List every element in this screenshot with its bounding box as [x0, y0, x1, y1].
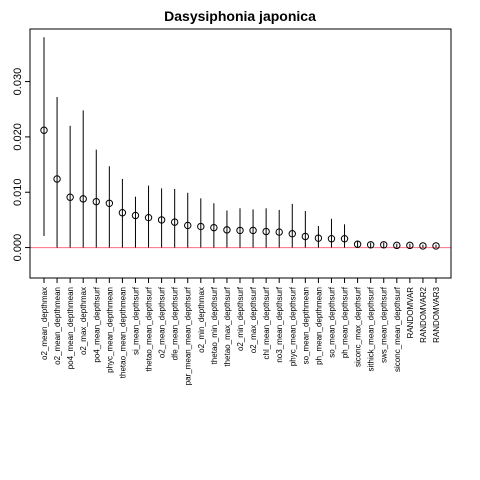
data-point	[184, 221, 192, 230]
x-tick-label: o2_min_depthsurf	[236, 286, 245, 351]
data-point	[66, 193, 74, 201]
data-point	[157, 216, 166, 224]
data-point	[131, 211, 140, 220]
x-tick-label: siconc_max_depthsurf	[354, 286, 363, 367]
x-tick-label: siconc_mean_depthsurf	[393, 286, 402, 372]
chart-title: Dasysiphonia japonica	[164, 8, 316, 24]
point-layer	[40, 126, 440, 250]
data-point	[79, 195, 87, 203]
x-tick-label: o2_mean_depthsurf	[158, 286, 167, 358]
data-point	[53, 175, 61, 183]
x-tick-label: so_mean_depthsurf	[327, 286, 336, 357]
x-tick-label: sithick_mean_depthsurf	[367, 286, 376, 371]
x-tick-label: po4_mean_depthsurf	[92, 286, 101, 362]
plot-frame	[29, 28, 452, 279]
data-point	[366, 241, 375, 249]
data-point	[380, 241, 388, 249]
x-tick-label: par_mean_mean_depthsurf	[184, 286, 193, 385]
x-tick-label: o2_mean_depthmean	[53, 287, 62, 365]
data-point	[288, 230, 296, 238]
x-tick-label: thetao_mean_depthsurf	[145, 286, 154, 371]
x-tick-label: thetao_min_depthsurf	[210, 286, 219, 364]
data-point	[275, 228, 283, 236]
data-point	[236, 226, 244, 235]
data-point	[432, 242, 440, 250]
x-tick-label: chl_mean_depthsurf	[262, 286, 271, 359]
x-tick-label: o2_max_depthsurf	[249, 286, 258, 353]
data-point	[40, 126, 48, 134]
x-tick-label: thetao_mean_depthmean	[118, 287, 127, 378]
x-tick-label: ph_mean_depthsurf	[341, 286, 350, 358]
x-tick-label: phyc_mean_depthsurf	[288, 286, 297, 366]
data-point	[419, 242, 427, 250]
y-tick-label: 0.010	[12, 178, 24, 206]
data-point	[314, 234, 323, 242]
data-point	[340, 235, 349, 243]
x-tick-label: RANDOMVAR	[406, 287, 415, 339]
data-point	[170, 218, 179, 226]
y-tick-label: 0.000	[12, 234, 24, 262]
x-tick-label: RANDOMVAR3	[432, 286, 441, 342]
x-tick-label: o2_max_depthmax	[79, 287, 88, 355]
x-tick-label: sws_mean_depthsurf	[380, 286, 389, 363]
x-tick-label: RANDOMVAR2	[419, 286, 428, 342]
x-tick-label: o2_mean_depthmax	[40, 287, 49, 360]
data-point	[92, 197, 100, 206]
data-point	[210, 223, 218, 232]
data-point	[262, 227, 270, 236]
axis-layer: 0.000 0.010 0.020 0.030 o2_mean_depthmax o2_m…	[12, 68, 441, 385]
x-tick-label: thetao_max_depthsurf	[223, 286, 232, 366]
data-point	[144, 213, 153, 222]
data-point	[406, 241, 414, 250]
data-point	[301, 232, 310, 241]
error-bar-layer	[43, 37, 437, 248]
data-point	[353, 240, 362, 248]
x-tick-label: dfe_mean_depthsurf	[171, 286, 180, 360]
x-tick-label: so_mean_depthmean	[301, 287, 310, 364]
y-tick-label: 0.030	[12, 68, 24, 96]
data-point	[105, 199, 114, 208]
data-point	[327, 235, 336, 243]
x-tick-label: po4_mean_depthmean	[66, 287, 75, 369]
data-point	[223, 226, 231, 234]
y-tick-label: 0.020	[12, 123, 24, 151]
data-point	[197, 222, 205, 231]
data-point	[249, 226, 257, 235]
data-point	[393, 241, 401, 250]
x-tick-label: o2_min_depthmax	[197, 287, 206, 353]
x-tick-label: no3_mean_depthsurf	[275, 286, 284, 362]
x-tick-label: phyc_mean_depthmean	[105, 287, 114, 373]
data-point	[118, 209, 127, 217]
x-tick-label: ph_mean_depthmean	[314, 287, 323, 365]
x-tick-label: si_mean_depthsurf	[131, 286, 140, 355]
